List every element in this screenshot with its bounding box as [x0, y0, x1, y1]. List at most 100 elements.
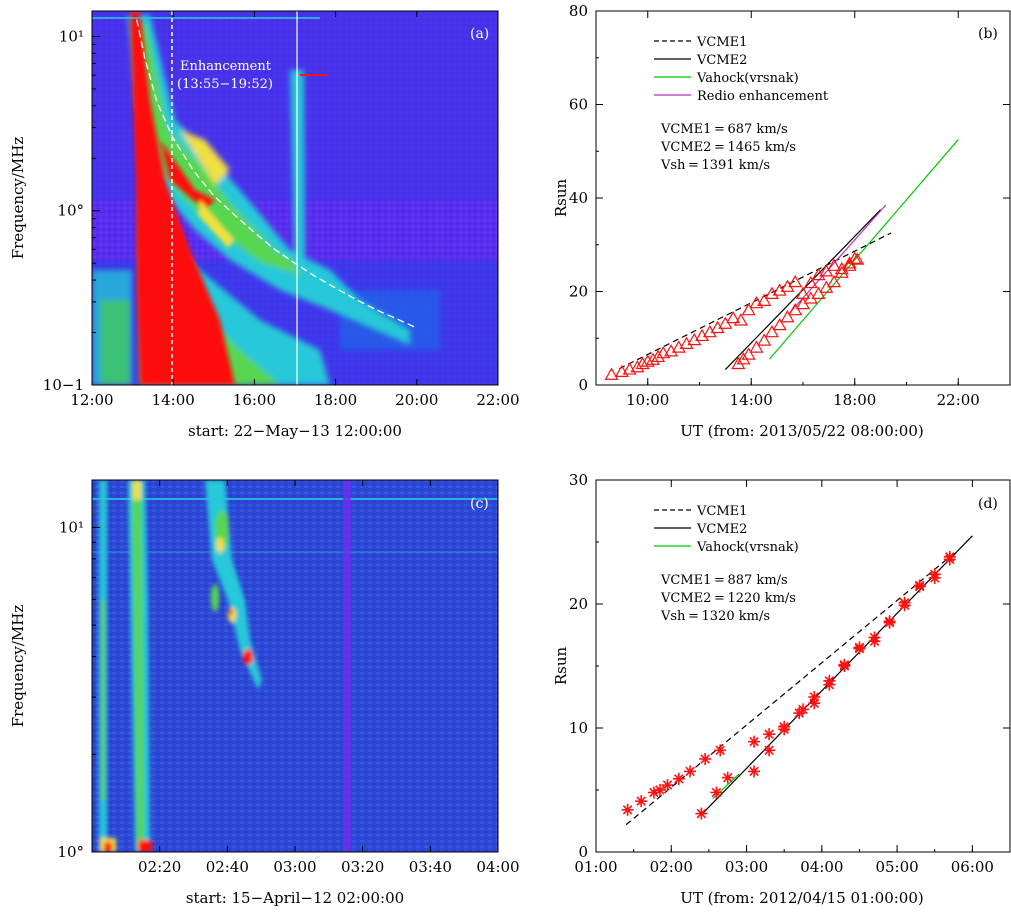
panel-c-xtick-label: 03:40: [409, 858, 452, 876]
panel-d-star-marker: [793, 707, 806, 720]
panel-d-xtick-label: 05:00: [875, 858, 918, 876]
panel-d-star-marker: [653, 784, 666, 796]
panel-b-ytick-label: 0: [578, 376, 588, 394]
panel-c-xtick-label: 02:20: [138, 858, 181, 876]
panel-d-star-marker: [699, 753, 712, 765]
panel-b-xtick-label: 22:00: [937, 391, 980, 409]
panel-c-label: (c): [470, 496, 489, 512]
panel-c-spectrogram: 02:20 02:40 03:00 03:20 03:40 04:00 10° 10¹ (c…: [9, 479, 520, 907]
panel-b-ytick-label: 60: [569, 96, 588, 114]
panel-b-triangle-marker: [630, 360, 645, 373]
panel-b-legend-enhancement: Redio enhancement: [697, 89, 829, 104]
panel-b-line-vcme2: [724, 209, 882, 370]
panel-b-triangle-marker: [803, 275, 818, 289]
panel-d-line-vcme2: [700, 535, 973, 816]
panel-a-xtick-label: 12:00: [70, 391, 113, 409]
panel-b-triangle-marker: [811, 286, 826, 299]
panel-d-ytick-label: 0: [578, 843, 588, 861]
panel-d-ytick-label: 10: [569, 719, 588, 737]
panel-d-star-marker: [635, 795, 648, 808]
panel-a-heatmap: [92, 11, 498, 385]
panel-b-xtick-label: 14:00: [730, 391, 773, 409]
panel-d-star-marker: [943, 553, 956, 566]
panel-b-triangle-marker: [788, 302, 803, 316]
panel-a-xtick-label: 20:00: [395, 391, 438, 409]
panel-b-triangle-marker: [827, 258, 842, 271]
panel-d-star-marker: [853, 641, 866, 654]
panel-d-height-time: 01:00 02:00 03:00 04:00 05:00 06:00 0 10 20 30 (…: [552, 471, 1011, 907]
panel-d-star-marker: [621, 803, 634, 816]
panel-c-xtick-label: 02:40: [206, 858, 249, 876]
panel-d-star-marker: [661, 779, 674, 792]
panel-d-star-marker: [710, 786, 723, 799]
panel-b-triangle-marker: [757, 293, 772, 306]
panel-c-xtick-label: 03:20: [341, 858, 384, 876]
panel-d-star-marker: [695, 807, 708, 820]
panel-b-xlabel: UT (from: 2013/05/22 08:00:00): [680, 422, 924, 440]
panel-a-ytick-label: 10¹: [59, 27, 84, 45]
panel-b-triangle-marker: [834, 265, 849, 278]
panel-a-annotation-range: (13:55−19:52): [177, 77, 273, 92]
panel-b-triangle-marker: [788, 274, 803, 288]
panel-d-star-marker: [714, 744, 727, 757]
panel-b-triangle-marker: [604, 367, 619, 380]
panel-d-legend-vcme2: VCME2: [696, 522, 747, 537]
panel-b-triangle-marker: [726, 310, 741, 324]
panel-b-xtick-label: 10:00: [626, 391, 669, 409]
panel-d-star-marker: [823, 678, 836, 691]
panel-b-triangle-marker: [757, 333, 772, 346]
panel-d-ytick-label: 20: [569, 595, 588, 613]
panel-d-speed-vcme1: VCME1 = 887 km/s: [660, 573, 788, 588]
panel-b-triangle-marker: [827, 274, 842, 288]
panel-a-xtick-label: 22:00: [476, 391, 519, 409]
panel-d-xtick-label: 02:00: [650, 858, 693, 876]
panel-c-ylabel: Frequency/MHz: [9, 605, 27, 728]
panel-b-speed-shock: Vsh = 1391 km/s: [660, 158, 770, 173]
panel-a-xlabel: start: 22−May−13 12:00:00: [188, 422, 402, 440]
panel-d-ytick-label: 30: [569, 471, 588, 489]
panel-d-label: (d): [978, 496, 998, 512]
panel-a-ylabel: Frequency/MHz: [9, 137, 27, 260]
panel-d-star-marker: [763, 744, 776, 757]
panel-b-triangle-marker: [640, 354, 655, 367]
panel-d-xtick-label: 06:00: [951, 858, 994, 876]
panel-b-triangle-marker: [764, 324, 779, 338]
panel-d-xtick-label: 01:00: [574, 858, 617, 876]
panel-b-ytick-label: 40: [569, 189, 588, 207]
panel-d-star-marker: [748, 765, 761, 778]
panel-d-star-marker: [913, 580, 926, 593]
panel-a-annotation-title: Enhancement: [180, 59, 272, 74]
panel-d-speed-vcme2: VCME2 = 1220 km/s: [660, 591, 796, 606]
panel-b-triangle-marker: [850, 252, 865, 265]
panel-d-ylabel: Rsun: [552, 647, 570, 686]
panel-b-triangle-marker: [741, 347, 756, 360]
panel-d-star-marker: [898, 599, 911, 612]
panel-d-star-marker: [684, 765, 697, 778]
panel-d-star-marker: [838, 658, 851, 671]
panel-b-xtick-label: 18:00: [833, 391, 876, 409]
panel-a-ytick-label: 10−1: [43, 376, 84, 394]
panel-a-xtick-label: 16:00: [233, 391, 276, 409]
panel-d-xtick-label: 04:00: [800, 858, 843, 876]
panel-b-ylabel: Rsun: [552, 179, 570, 218]
panel-b-triangle-marker: [772, 317, 787, 331]
panel-c-heatmap: [92, 480, 498, 852]
panel-b-legend: VCME1 VCME2 Vahock(vrsnak) Redio enhance…: [654, 35, 829, 104]
panel-d-star-marker: [928, 568, 941, 581]
panel-b-triangle-marker: [656, 346, 671, 359]
panel-d-star-marker: [778, 720, 791, 733]
panel-d-star-marker: [748, 735, 761, 748]
panel-d-star-marker: [883, 616, 896, 629]
panel-d-star-marker: [868, 635, 881, 648]
panel-b-triangle-marker: [733, 313, 748, 326]
panel-d-xlabel: UT (from: 2012/04/15 01:00:00): [680, 889, 924, 907]
panel-c-ytick-label: 10°: [57, 843, 84, 861]
panel-b-speed-vcme1: VCME1 = 687 km/s: [660, 122, 788, 137]
panel-b-triangle-marker: [651, 349, 666, 363]
panel-b-speed-vcme2: VCME2 = 1465 km/s: [660, 140, 796, 155]
panel-b-triangle-marker: [780, 310, 795, 323]
panel-a-label: (a): [470, 26, 489, 42]
panel-b-triangle-marker: [741, 302, 756, 316]
panel-b-line-vcme1: [619, 232, 892, 370]
panel-b-triangle-marker: [645, 352, 660, 365]
